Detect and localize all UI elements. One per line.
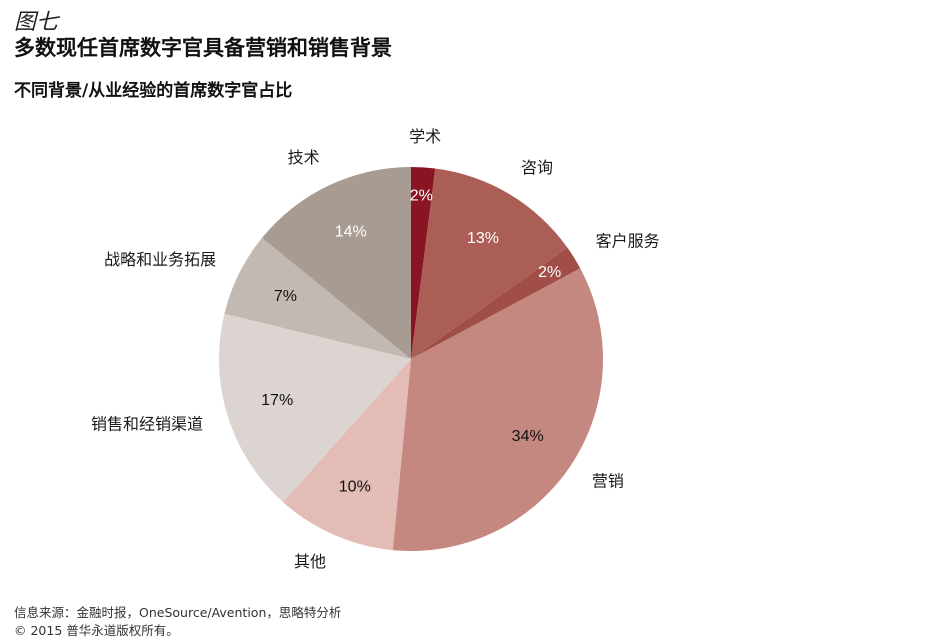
pie-slice-1 <box>411 168 568 359</box>
category-label-slice-1: 咨询 <box>521 158 553 177</box>
chart-subtitle: 不同背景/从业经验的首席数字官占比 <box>14 81 293 101</box>
pie-slice-7 <box>261 167 411 359</box>
value-label-slice-7: 14% <box>335 224 367 241</box>
copyright-note: © 2015 普华永道版权所有。 <box>14 623 179 638</box>
category-label-slice-5: 销售和经销渠道 <box>91 414 203 433</box>
value-label-slice-2: 2% <box>538 264 561 281</box>
value-label-slice-1: 13% <box>467 230 499 247</box>
pie-slice-4 <box>282 359 411 551</box>
source-note: 信息来源：金融时报，OneSource/Avention，思略特分析 <box>14 605 342 620</box>
pie-slice-3 <box>392 268 604 551</box>
category-label-slice-2: 客户服务 <box>596 231 660 250</box>
pie-chart: 2% 学术 13% 咨询 2% 客户服务 34% 营销 10% 其他 17% 销售和经销渠道 7% 战略和… <box>91 127 660 571</box>
category-label-slice-7: 技术 <box>288 148 320 167</box>
pie-slice-2 <box>411 247 581 359</box>
value-label-slice-4: 10% <box>339 479 371 496</box>
pie-slice-5 <box>219 313 411 503</box>
value-label-slice-5: 17% <box>261 392 293 409</box>
chart-title: 多数现任首席数字官具备营销和销售背景 <box>14 35 392 60</box>
figure-label: 图七 <box>14 10 59 35</box>
value-label-slice-3: 34% <box>512 428 544 445</box>
pie-slice-0 <box>411 167 436 359</box>
category-label-slice-4: 其他 <box>294 552 326 571</box>
value-label-slice-6: 7% <box>274 288 297 305</box>
category-label-slice-3: 营销 <box>592 471 624 490</box>
pie-slice-6 <box>224 237 411 359</box>
category-label-slice-0: 学术 <box>409 127 441 146</box>
value-label-slice-0: 2% <box>410 187 433 204</box>
category-label-slice-6: 战略和业务拓展 <box>104 250 216 269</box>
